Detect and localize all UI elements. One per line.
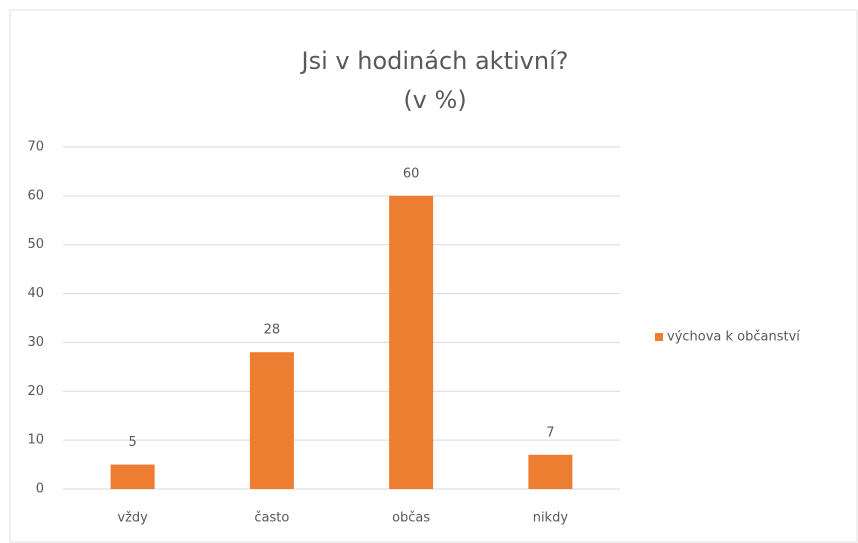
chart-frame: [9, 9, 858, 543]
data-label: 28: [264, 323, 281, 338]
legend-swatch: [655, 333, 663, 341]
data-label: 60: [403, 166, 420, 181]
bar: [249, 352, 294, 489]
x-tick-label: občas: [392, 511, 430, 526]
y-tick-label: 50: [27, 237, 44, 252]
x-tick-label: často: [254, 511, 289, 526]
chart-subtitle: (v %): [403, 86, 466, 114]
bar: [389, 195, 434, 489]
x-tick-label: vždy: [117, 511, 148, 526]
chart-title: Jsi v hodinách aktivní?: [300, 47, 569, 75]
x-tick-label: nikdy: [533, 511, 569, 526]
y-tick-label: 40: [27, 286, 44, 301]
y-tick-label: 30: [27, 335, 44, 350]
bar: [110, 464, 155, 489]
y-tick-label: 60: [27, 188, 44, 203]
y-tick-label: 0: [36, 482, 44, 497]
data-label: 7: [546, 425, 554, 440]
data-label: 5: [128, 435, 136, 450]
y-tick-label: 70: [27, 140, 44, 155]
bar: [528, 454, 573, 489]
y-tick-label: 20: [27, 384, 44, 399]
y-tick-label: 10: [27, 433, 44, 448]
legend-label: výchova k občanství: [667, 330, 800, 345]
